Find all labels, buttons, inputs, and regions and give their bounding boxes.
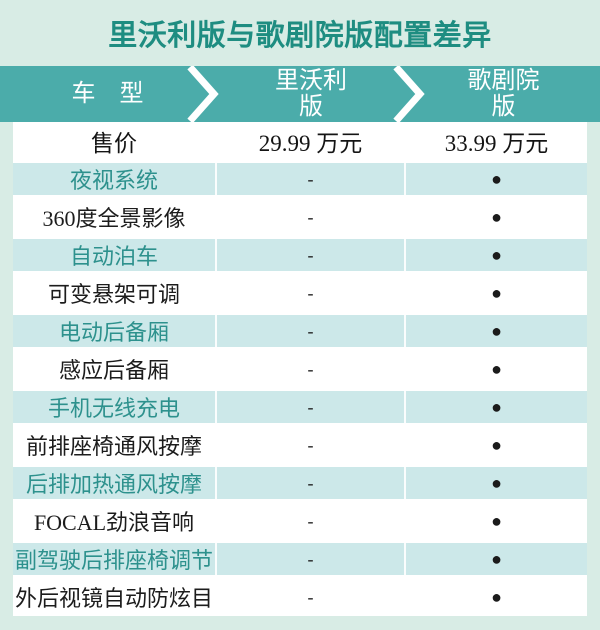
chevron-right-icon <box>187 66 219 122</box>
header-liwoli-line2: 版 <box>299 94 323 120</box>
opera-value-cell: ● <box>404 350 587 388</box>
liwoli-value-cell: - <box>215 502 404 540</box>
table-row: 电动后备厢 - ● <box>13 312 587 350</box>
liwoli-value-cell: - <box>215 391 404 423</box>
opera-value-cell: ● <box>404 315 587 347</box>
opera-value-cell: ● <box>404 502 587 540</box>
liwoli-value-cell: 29.99 万元 <box>215 122 404 160</box>
price-row: 售价 29.99 万元 33.99 万元 <box>13 122 587 160</box>
table-header-row: 车 型 里沃利 版 歌剧院 版 <box>0 66 600 122</box>
feature-label-cell: 副驾驶后排座椅调节 <box>14 548 213 573</box>
table-row: 前排座椅通风按摩 - ● <box>13 426 587 464</box>
feature-label-cell: 前排座椅通风按摩 <box>25 434 202 459</box>
opera-value-cell: ● <box>404 467 587 499</box>
feature-label-cell: 360度全景影像 <box>42 206 186 231</box>
liwoli-value-cell: - <box>215 543 404 575</box>
chevron-right-icon <box>393 66 425 122</box>
feature-label-cell: 自动泊车 <box>69 244 158 269</box>
page-title: 里沃利版与歌剧院版配置差异 <box>108 20 492 52</box>
opera-value-cell: ● <box>404 163 587 195</box>
table-row: FOCAL劲浪音响 - ● <box>13 502 587 540</box>
liwoli-value-cell: - <box>215 274 404 312</box>
table-row: 后排加热通风按摩 - ● <box>13 464 587 502</box>
liwoli-value-cell: - <box>215 467 404 499</box>
opera-value-cell: ● <box>404 391 587 423</box>
header-cell-liwoli: 里沃利 版 <box>215 66 407 122</box>
opera-value-cell: ● <box>404 426 587 464</box>
feature-label-cell: FOCAL劲浪音响 <box>33 510 195 535</box>
liwoli-value-cell: - <box>215 350 404 388</box>
feature-label-cell: 后排加热通风按摩 <box>25 472 202 497</box>
table-body: 售价 29.99 万元 33.99 万元 夜视系统 - ● 360度全景影像 -… <box>13 122 587 616</box>
feature-label-cell: 电动后备厢 <box>58 320 169 345</box>
opera-value-cell: ● <box>404 578 587 616</box>
table-row: 副驾驶后排座椅调节 - ● <box>13 540 587 578</box>
opera-value-cell: 33.99 万元 <box>404 122 587 160</box>
feature-label-cell: 售价 <box>91 131 137 156</box>
feature-label-cell: 感应后备厢 <box>58 358 169 383</box>
opera-value-cell: ● <box>404 198 587 236</box>
header-opera-line2: 版 <box>491 94 516 120</box>
table-row: 感应后备厢 - ● <box>13 350 587 388</box>
header-opera-line1: 歌剧院 <box>467 68 540 94</box>
header-liwoli-line1: 里沃利 <box>275 68 347 94</box>
table-row: 360度全景影像 - ● <box>13 198 587 236</box>
table-row: 夜视系统 - ● <box>13 160 587 198</box>
feature-label-cell: 可变悬架可调 <box>47 282 180 307</box>
liwoli-value-cell: - <box>215 239 404 271</box>
title-band: 里沃利版与歌剧院版配置差异 <box>0 0 600 66</box>
table-row: 外后视镜自动防炫目 - ● <box>13 578 587 616</box>
table-row: 可变悬架可调 - ● <box>13 274 587 312</box>
feature-label-cell: 夜视系统 <box>69 168 158 193</box>
liwoli-value-cell: - <box>215 426 404 464</box>
table-row: 自动泊车 - ● <box>13 236 587 274</box>
liwoli-value-cell: - <box>215 315 404 347</box>
liwoli-value-cell: - <box>215 163 404 195</box>
header-cell-opera: 歌剧院 版 <box>407 66 600 122</box>
opera-value-cell: ● <box>404 274 587 312</box>
feature-label-cell: 外后视镜自动防炫目 <box>14 586 213 611</box>
table-row: 手机无线充电 - ● <box>13 388 587 426</box>
opera-value-cell: ● <box>404 543 587 575</box>
feature-label-cell: 手机无线充电 <box>47 396 180 421</box>
header-cell-model: 车 型 <box>71 81 144 107</box>
liwoli-value-cell: - <box>215 198 404 236</box>
liwoli-value-cell: - <box>215 578 404 616</box>
opera-value-cell: ● <box>404 239 587 271</box>
